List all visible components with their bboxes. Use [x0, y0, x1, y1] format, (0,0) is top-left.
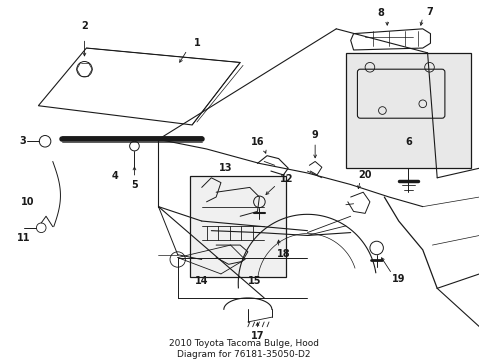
Text: 16: 16	[250, 137, 264, 147]
Text: 20: 20	[358, 170, 371, 180]
Bar	[190, 176, 285, 277]
Text: 9: 9	[311, 130, 318, 140]
Text: 12: 12	[279, 174, 292, 184]
Text: 6: 6	[404, 137, 411, 147]
Text: 7: 7	[425, 6, 432, 17]
Text: 17: 17	[250, 331, 264, 341]
Text: 2010 Toyota Tacoma Bulge, Hood
Diagram for 76181-35050-D2: 2010 Toyota Tacoma Bulge, Hood Diagram f…	[169, 339, 318, 359]
Text: 14: 14	[195, 276, 208, 285]
Text: 5: 5	[131, 180, 138, 190]
Text: 18: 18	[276, 249, 290, 259]
Text: 19: 19	[391, 274, 405, 284]
Text: 15: 15	[247, 276, 261, 285]
Text: 13: 13	[219, 163, 232, 173]
Text: 11: 11	[17, 233, 31, 243]
Bar	[345, 53, 470, 168]
Text: 1: 1	[193, 38, 200, 48]
Text: 2: 2	[81, 21, 88, 31]
Text: 8: 8	[376, 8, 383, 18]
Text: 10: 10	[21, 197, 35, 207]
Text: 3: 3	[19, 136, 26, 146]
Text: 4: 4	[112, 171, 119, 181]
